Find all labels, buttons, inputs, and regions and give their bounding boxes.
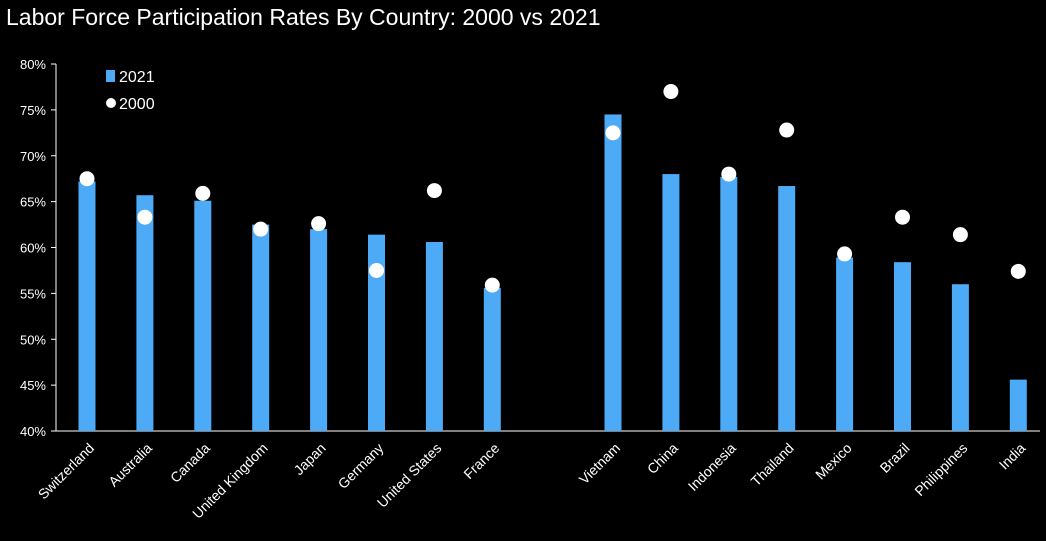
bar-2021: [778, 186, 796, 431]
dot-2000: [605, 125, 621, 141]
y-tick-label: 45%: [20, 378, 46, 393]
bar-2021: [310, 229, 328, 431]
dots-2000: [79, 84, 1026, 293]
x-tick-label: India: [996, 440, 1029, 473]
dot-2000: [895, 209, 910, 225]
x-tick-label: China: [644, 440, 681, 477]
x-tick-label: Germany: [335, 440, 387, 492]
bar-2021: [483, 287, 501, 431]
legend-swatch-2021: [106, 70, 115, 82]
legend-swatch-2000: [106, 98, 116, 108]
legend: 2021 2000: [106, 69, 155, 113]
dot-2000: [1010, 263, 1026, 279]
y-tick-label: 65%: [20, 195, 46, 210]
x-tick-label: Canada: [167, 440, 213, 486]
legend-label-2021: 2021: [119, 69, 155, 86]
bar-2021: [604, 114, 622, 432]
dot-2000: [253, 221, 269, 237]
dot-2000: [369, 262, 384, 278]
axes: 40% 45% 50% 55% 60% 65% 70% 75% 80%: [20, 57, 1040, 439]
x-tick-label: Thailand: [748, 440, 797, 489]
legend-label-2000: 2000: [119, 96, 155, 113]
chart-title: Labor Force Participation Rates By Count…: [6, 4, 601, 30]
x-tick-label: Brazil: [877, 440, 913, 476]
bar-2021: [425, 241, 443, 431]
bar-2021: [194, 200, 212, 431]
dot-2000: [426, 183, 442, 199]
x-tick-label: Indonesia: [685, 440, 739, 494]
y-tick-label: 55%: [20, 286, 46, 301]
x-tick-label: France: [460, 440, 502, 482]
dot-2000: [952, 227, 968, 243]
dot-2000: [721, 166, 737, 182]
bars-2021: [78, 114, 1027, 432]
dot-2000: [663, 84, 679, 100]
x-tick-label: Australia: [105, 440, 155, 490]
bar-2021: [662, 174, 680, 431]
dot-2000: [484, 277, 500, 293]
dot-2000: [137, 209, 153, 225]
bar-2021: [836, 257, 854, 431]
dot-2000: [195, 185, 211, 201]
bar-2021: [894, 262, 911, 431]
dot-2000: [79, 171, 95, 187]
x-tick-label: Philippines: [911, 440, 970, 499]
y-tick-label: 40%: [20, 424, 46, 439]
bar-2021: [1009, 379, 1027, 431]
bar-2021: [368, 234, 385, 431]
x-tick-label: Vietnam: [576, 440, 623, 487]
bar-2021: [136, 195, 154, 431]
bar-2021: [720, 176, 738, 431]
bar-2021: [951, 284, 969, 431]
x-tick-label: Japan: [290, 440, 328, 478]
y-tick-label: 70%: [20, 149, 46, 164]
y-tick-label: 75%: [20, 103, 46, 118]
x-tick-label: Switzerland: [35, 440, 97, 502]
y-tick-label: 60%: [20, 241, 46, 256]
bar-2021: [78, 181, 96, 431]
dot-2000: [837, 246, 853, 262]
y-tick-label: 80%: [20, 57, 46, 72]
x-tick-label: Mexico: [812, 440, 855, 483]
dot-2000: [311, 216, 327, 232]
bar-2021: [252, 224, 270, 431]
y-tick-label: 50%: [20, 332, 46, 347]
dot-2000: [779, 122, 795, 138]
